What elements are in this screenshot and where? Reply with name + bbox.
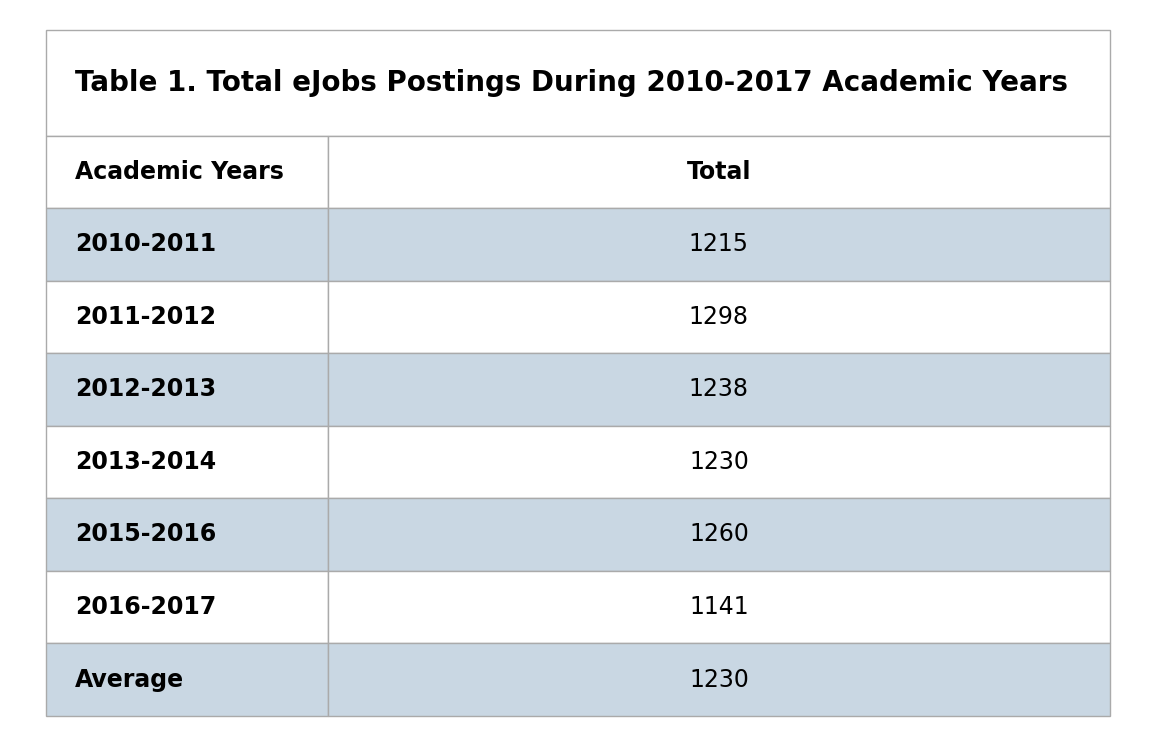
Text: 2011-2012: 2011-2012 bbox=[75, 305, 216, 329]
Text: 1260: 1260 bbox=[689, 523, 749, 546]
Bar bbox=[46, 570, 328, 644]
Text: Average: Average bbox=[75, 668, 184, 692]
Bar bbox=[328, 498, 1110, 570]
Text: Total: Total bbox=[687, 160, 751, 184]
Text: Academic Years: Academic Years bbox=[75, 160, 284, 184]
Bar bbox=[328, 280, 1110, 353]
Bar bbox=[46, 136, 328, 208]
Text: 1141: 1141 bbox=[689, 595, 749, 619]
Bar bbox=[328, 208, 1110, 280]
Text: 1215: 1215 bbox=[689, 232, 749, 256]
Bar bbox=[328, 426, 1110, 498]
Text: 1230: 1230 bbox=[689, 450, 749, 474]
Bar bbox=[46, 426, 328, 498]
Bar bbox=[46, 208, 328, 280]
Bar bbox=[46, 644, 328, 716]
Bar bbox=[46, 498, 328, 570]
Bar bbox=[46, 353, 328, 426]
Text: 2013-2014: 2013-2014 bbox=[75, 450, 216, 474]
Text: 1298: 1298 bbox=[689, 305, 749, 329]
Bar bbox=[328, 644, 1110, 716]
Bar bbox=[328, 570, 1110, 644]
Bar bbox=[46, 280, 328, 353]
Text: 2010-2011: 2010-2011 bbox=[75, 232, 216, 256]
Text: 2015-2016: 2015-2016 bbox=[75, 523, 216, 546]
Text: 1238: 1238 bbox=[689, 377, 749, 401]
Text: 1230: 1230 bbox=[689, 668, 749, 692]
Bar bbox=[328, 136, 1110, 208]
Text: 2016-2017: 2016-2017 bbox=[75, 595, 216, 619]
Text: Table 1. Total eJobs Postings During 2010-2017 Academic Years: Table 1. Total eJobs Postings During 201… bbox=[75, 69, 1068, 97]
Bar bbox=[46, 30, 1110, 136]
Bar bbox=[328, 353, 1110, 426]
Text: 2012-2013: 2012-2013 bbox=[75, 377, 216, 401]
